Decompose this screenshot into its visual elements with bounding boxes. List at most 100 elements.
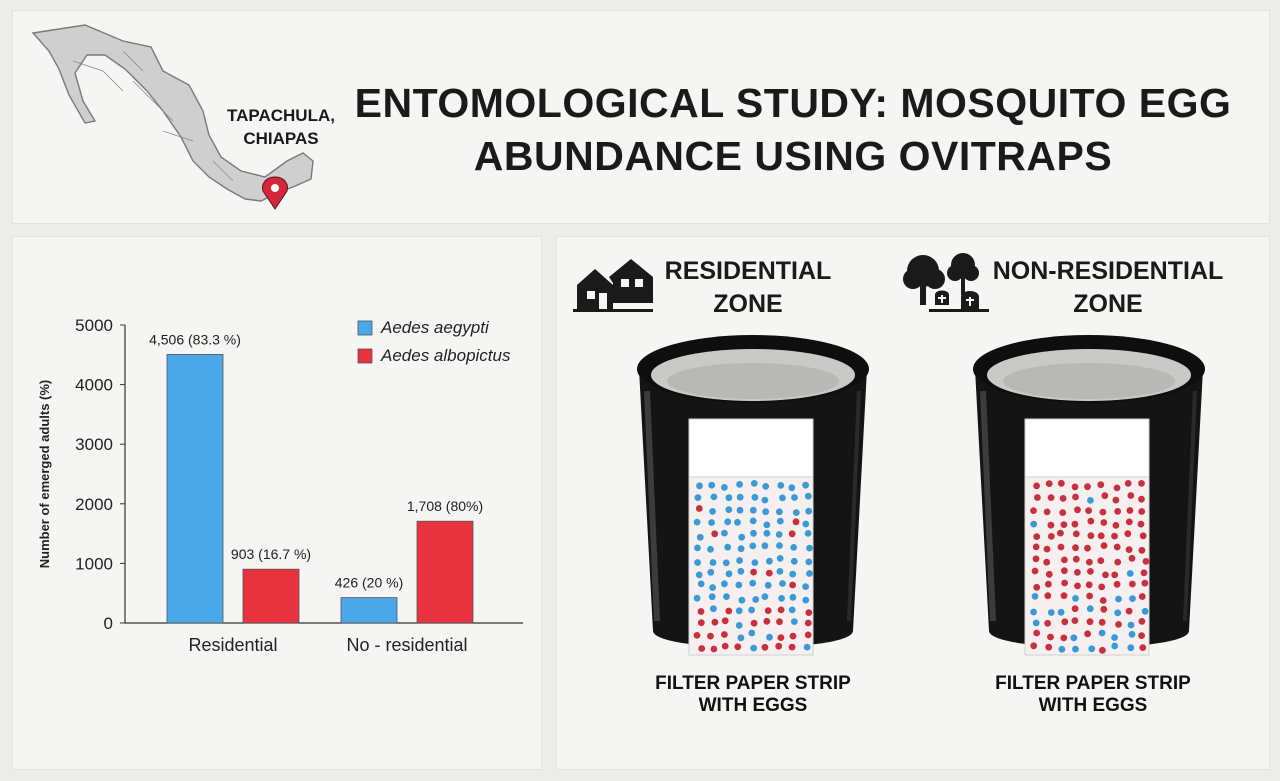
egg-dot [802, 583, 809, 590]
egg-dot [1115, 621, 1122, 628]
egg-dot [1124, 480, 1132, 487]
egg-dot [1138, 495, 1145, 503]
egg-dot [1072, 544, 1079, 552]
x-category-label: No - residential [346, 635, 467, 655]
bar-data-label: 903 (16.7 %) [231, 546, 311, 562]
bar-chart: 0 1000 2000 3000 4000 5000 Number of emerged a… [37, 316, 523, 655]
egg-dot [737, 634, 745, 642]
egg-dot [765, 569, 773, 577]
non-residential-zone-title: NON-RESIDENTIAL ZONE [983, 255, 1233, 321]
egg-dot [748, 629, 756, 637]
egg-dot [693, 594, 701, 602]
egg-dot [1045, 570, 1053, 578]
egg-dot [711, 618, 719, 626]
egg-dot [778, 595, 785, 602]
egg-dot [736, 506, 744, 514]
egg-dot [750, 529, 757, 537]
egg-dot [1129, 580, 1136, 588]
egg-dot [750, 480, 758, 487]
egg-dot [1087, 532, 1095, 540]
egg-dot [1033, 629, 1041, 637]
egg-dot [766, 557, 773, 565]
non-residential-caption-line1: FILTER PAPER STRIP [995, 673, 1191, 694]
egg-dot [761, 542, 769, 550]
chart-panel: 0 1000 2000 3000 4000 5000 Number of emerged a… [12, 236, 542, 770]
egg-dot [1047, 633, 1054, 641]
egg-dot [1047, 494, 1055, 501]
egg-dot [1057, 543, 1065, 551]
egg-dot [711, 530, 719, 538]
egg-dot [697, 580, 705, 588]
egg-dot [737, 545, 745, 553]
egg-dot [1060, 521, 1068, 528]
egg-dot [708, 593, 716, 601]
legend-label: Aedes albopictus [380, 346, 511, 365]
egg-dot [1141, 607, 1149, 615]
residential-caption-line1: FILTER PAPER STRIP [655, 673, 851, 694]
egg-dot [802, 596, 810, 604]
x-category-label: Residential [188, 635, 277, 655]
egg-dot [1127, 644, 1135, 652]
mexico-map [31, 24, 314, 210]
egg-dot [1058, 645, 1066, 653]
egg-dot [1138, 546, 1146, 554]
egg-dot [752, 596, 760, 603]
egg-dot [1098, 629, 1106, 637]
egg-dot [1097, 481, 1105, 489]
egg-dot [1126, 507, 1134, 514]
egg-dot [1086, 605, 1094, 613]
egg-dot [1084, 630, 1091, 638]
egg-dot [695, 505, 703, 512]
egg-dot [1125, 518, 1133, 526]
egg-dot [1032, 555, 1040, 563]
egg-dot [735, 581, 743, 589]
egg-dot [1030, 507, 1037, 514]
egg-dot [761, 643, 769, 651]
egg-dot [788, 530, 796, 538]
egg-dot [1086, 592, 1093, 600]
egg-dot [806, 570, 813, 577]
y-tick-label: 4000 [75, 376, 113, 395]
egg-dot [1072, 530, 1080, 538]
egg-dot [1139, 532, 1147, 540]
egg-dot [779, 494, 786, 502]
egg-dot [763, 521, 771, 529]
egg-dot [1087, 497, 1094, 504]
egg-dot [1072, 595, 1079, 602]
egg-dot [738, 533, 746, 541]
egg-dot [748, 606, 755, 614]
egg-dot [1074, 582, 1081, 590]
egg-dot [749, 517, 757, 525]
egg-dot [1071, 605, 1079, 613]
egg-dot [776, 568, 784, 575]
egg-dot [710, 605, 717, 613]
title-line2: ABUNDANCE USING OVITRAPS [473, 133, 1113, 179]
bar [416, 520, 474, 624]
non-residential-title-line2: ZONE [1073, 290, 1143, 318]
egg-dot [1111, 642, 1119, 650]
egg-dot [1047, 533, 1055, 540]
egg-dot [1129, 595, 1136, 602]
egg-dot [1097, 557, 1105, 565]
egg-dots [1030, 479, 1150, 654]
egg-dot [1033, 482, 1040, 490]
egg-dot [1112, 522, 1120, 529]
egg-dot [693, 518, 701, 526]
egg-dot [777, 482, 785, 489]
egg-dot [1114, 609, 1122, 617]
egg-dot [1099, 646, 1106, 654]
egg-dot [1111, 634, 1118, 641]
wet-strip-area [688, 476, 814, 656]
egg-dot [1071, 520, 1079, 528]
egg-dot [1127, 492, 1135, 499]
egg-dot [1100, 605, 1108, 613]
egg-dot [694, 559, 701, 566]
bar [166, 354, 224, 624]
egg-dot [1059, 509, 1067, 516]
egg-dot [804, 631, 812, 639]
egg-dot [1098, 583, 1106, 591]
egg-dot [1072, 493, 1079, 501]
non-residential-ovitrap [973, 335, 1205, 656]
egg-dot [762, 483, 770, 490]
egg-dot [776, 618, 783, 626]
